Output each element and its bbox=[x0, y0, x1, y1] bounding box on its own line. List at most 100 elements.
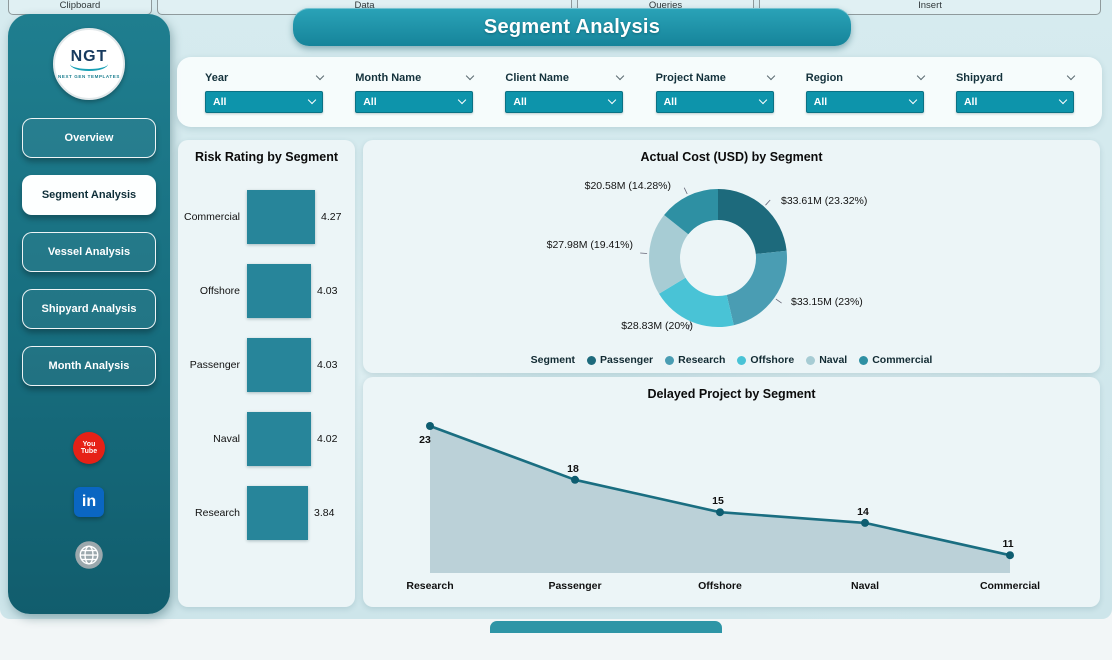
filter-select-year[interactable]: All bbox=[205, 90, 323, 113]
bar-value-label: 4.02 bbox=[317, 433, 338, 445]
donut-slice-passenger[interactable] bbox=[718, 189, 787, 254]
legend-item-naval[interactable]: Naval bbox=[806, 354, 847, 366]
chart-title: Actual Cost (USD) by Segment bbox=[640, 150, 823, 164]
legend-item-offshore[interactable]: Offshore bbox=[737, 354, 794, 366]
data-point-passenger[interactable] bbox=[571, 475, 579, 484]
sidebar-item-month-analysis[interactable]: Month Analysis bbox=[22, 346, 156, 386]
donut-legend: Segment Passenger Research Offshore Naval Com… bbox=[363, 354, 1100, 366]
filter-header: Project Name bbox=[655, 71, 775, 84]
bar-row-passenger: Passenger 4.03 bbox=[178, 328, 355, 402]
filter-label: Project Name bbox=[655, 71, 726, 84]
filter-header: Client Name bbox=[505, 71, 625, 84]
filter-select-client-name[interactable]: All bbox=[505, 90, 624, 113]
filter-select-region[interactable]: All bbox=[805, 90, 924, 113]
donut-slice-commercial[interactable] bbox=[664, 189, 718, 235]
filter-value: All bbox=[513, 95, 527, 108]
filter-project-name: Project Name All bbox=[655, 71, 775, 113]
data-point-offshore[interactable] bbox=[716, 508, 724, 517]
bar[interactable] bbox=[247, 190, 315, 244]
filter-select-shipyard[interactable]: All bbox=[955, 90, 1074, 113]
page-title-banner: Segment Analysis bbox=[293, 8, 851, 46]
donut-data-label: $28.83M (20%) bbox=[621, 320, 693, 332]
chevron-down-icon bbox=[315, 71, 325, 81]
filter-value: All bbox=[363, 95, 377, 108]
filter-shipyard: Shipyard All bbox=[955, 72, 1076, 113]
sidebar-item-overview[interactable]: Overview bbox=[22, 118, 156, 158]
filter-select-month-name[interactable]: All bbox=[355, 90, 474, 113]
bar[interactable] bbox=[247, 412, 311, 466]
ngt-logo: NGT NEXT GEN TEMPLATES bbox=[53, 28, 125, 100]
data-point-naval[interactable] bbox=[861, 518, 869, 527]
chevron-down-icon bbox=[457, 95, 467, 105]
donut-chart: $33.61M (23.32%) $33.15M (23%) $28.83M (20… bbox=[547, 180, 868, 332]
donut-data-label: $33.61M (23.32%) bbox=[781, 195, 867, 207]
sidebar-item-shipyard-analysis[interactable]: Shipyard Analysis bbox=[22, 289, 156, 329]
bar[interactable] bbox=[247, 486, 308, 540]
risk-rating-panel: Risk Rating by Segment Commercial 4.27 Off… bbox=[178, 140, 355, 607]
legend-item-passenger[interactable]: Passenger bbox=[587, 354, 653, 366]
point-value-label: 14 bbox=[857, 506, 869, 518]
legend-title: Segment bbox=[530, 354, 576, 366]
bar[interactable] bbox=[247, 264, 311, 318]
website-globe-icon[interactable] bbox=[74, 540, 104, 570]
legend-item-research[interactable]: Research bbox=[665, 354, 725, 366]
filter-value: All bbox=[963, 95, 978, 108]
filter-label: Region bbox=[805, 71, 844, 84]
youtube-text: Tube bbox=[80, 448, 98, 455]
chevron-down-icon bbox=[908, 95, 917, 105]
donut-slice-naval[interactable] bbox=[649, 215, 689, 294]
filter-select-project-name[interactable]: All bbox=[655, 90, 774, 113]
filter-header: Shipyard bbox=[956, 72, 1076, 84]
legend-label: Passenger bbox=[600, 354, 654, 366]
legend-dot bbox=[859, 355, 869, 365]
donut-leader-line bbox=[775, 298, 782, 304]
chart-title: Risk Rating by Segment bbox=[194, 150, 339, 164]
filter-value: All bbox=[663, 95, 677, 108]
donut-slice-offshore[interactable] bbox=[659, 277, 734, 328]
point-value-label: 18 bbox=[567, 463, 579, 475]
chevron-down-icon bbox=[307, 95, 317, 105]
actual-cost-panel: Actual Cost (USD) by Segment $33.61M (23… bbox=[363, 140, 1100, 373]
chart-title: Delayed Project by Segment bbox=[647, 387, 816, 401]
ribbon-group-clipboard[interactable]: Clipboard bbox=[8, 0, 152, 15]
bar-row-offshore: Offshore 4.03 bbox=[178, 254, 355, 328]
ribbon-group-label: Data bbox=[354, 0, 375, 11]
youtube-icon[interactable]: You Tube bbox=[73, 432, 105, 464]
ribbon-group-label: Clipboard bbox=[59, 0, 101, 11]
donut-slice-research[interactable] bbox=[726, 250, 787, 326]
legend-item-commercial[interactable]: Commercial bbox=[859, 354, 932, 366]
bar-category-label: Commercial bbox=[183, 211, 240, 223]
data-point-research[interactable] bbox=[426, 422, 434, 430]
sidebar-item-segment-analysis[interactable]: Segment Analysis bbox=[22, 175, 156, 215]
donut-leader-line bbox=[640, 252, 648, 254]
chevron-down-icon bbox=[616, 71, 625, 81]
x-axis-label: Offshore bbox=[698, 580, 742, 592]
bar-row-naval: Naval 4.02 bbox=[178, 402, 355, 476]
x-axis-label: Passenger bbox=[548, 580, 601, 592]
sidebar-item-vessel-analysis[interactable]: Vessel Analysis bbox=[22, 232, 156, 272]
filter-header: Year bbox=[205, 71, 325, 84]
logo-subtext: NEXT GEN TEMPLATES bbox=[58, 73, 120, 79]
donut-data-label: $33.15M (23%) bbox=[791, 296, 863, 308]
page-title: Segment Analysis bbox=[483, 15, 661, 38]
logo-text: NGT bbox=[70, 47, 108, 65]
filter-year: Year All bbox=[205, 71, 325, 113]
bar-row-commercial: Commercial 4.27 bbox=[178, 180, 355, 254]
filter-region: Region All bbox=[805, 71, 925, 113]
donut-leader-line bbox=[683, 187, 688, 195]
data-point-commercial[interactable] bbox=[1006, 551, 1014, 560]
page-tab-bar[interactable] bbox=[490, 621, 722, 633]
donut-data-label: $20.58M (14.28%) bbox=[585, 180, 671, 192]
donut-leader-line bbox=[687, 323, 691, 331]
filter-value: All bbox=[213, 95, 227, 108]
bar[interactable] bbox=[247, 338, 311, 392]
bar-value-label: 4.27 bbox=[321, 211, 342, 223]
donut-data-label: $27.98M (19.41%) bbox=[547, 239, 633, 251]
linkedin-text: in bbox=[81, 493, 97, 510]
linkedin-icon[interactable]: in bbox=[74, 487, 104, 517]
bar-category-label: Naval bbox=[213, 433, 240, 445]
legend-label: Offshore bbox=[750, 354, 795, 366]
filter-header: Month Name bbox=[355, 72, 475, 84]
bar-value-label: 4.03 bbox=[317, 359, 338, 371]
point-value-label: 23 bbox=[419, 434, 431, 446]
